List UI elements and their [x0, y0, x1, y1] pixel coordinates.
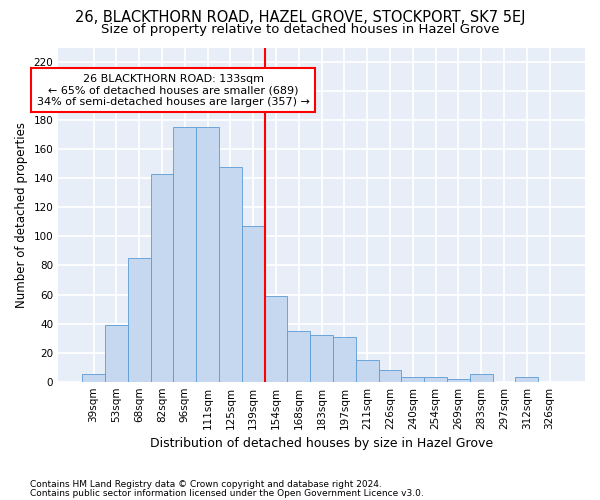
Bar [379, 370, 401, 382]
Text: Contains HM Land Registry data © Crown copyright and database right 2024.: Contains HM Land Registry data © Crown c… [30, 480, 382, 489]
Bar [151, 174, 173, 382]
Bar [310, 335, 333, 382]
Text: Size of property relative to detached houses in Hazel Grove: Size of property relative to detached ho… [101, 22, 499, 36]
Bar [173, 128, 196, 382]
Bar [333, 336, 356, 382]
Bar [470, 374, 493, 382]
Bar [401, 378, 424, 382]
Bar [265, 296, 287, 382]
Bar [447, 379, 470, 382]
Bar [515, 378, 538, 382]
Bar [242, 226, 265, 382]
Text: 26, BLACKTHORN ROAD, HAZEL GROVE, STOCKPORT, SK7 5EJ: 26, BLACKTHORN ROAD, HAZEL GROVE, STOCKP… [75, 10, 525, 25]
Text: Contains public sector information licensed under the Open Government Licence v3: Contains public sector information licen… [30, 488, 424, 498]
Bar [105, 325, 128, 382]
Bar [128, 258, 151, 382]
Bar [356, 360, 379, 382]
X-axis label: Distribution of detached houses by size in Hazel Grove: Distribution of detached houses by size … [150, 437, 493, 450]
Bar [219, 166, 242, 382]
Text: 26 BLACKTHORN ROAD: 133sqm
← 65% of detached houses are smaller (689)
34% of sem: 26 BLACKTHORN ROAD: 133sqm ← 65% of deta… [37, 74, 310, 107]
Bar [196, 128, 219, 382]
Bar [82, 374, 105, 382]
Bar [424, 378, 447, 382]
Bar [287, 331, 310, 382]
Y-axis label: Number of detached properties: Number of detached properties [15, 122, 28, 308]
